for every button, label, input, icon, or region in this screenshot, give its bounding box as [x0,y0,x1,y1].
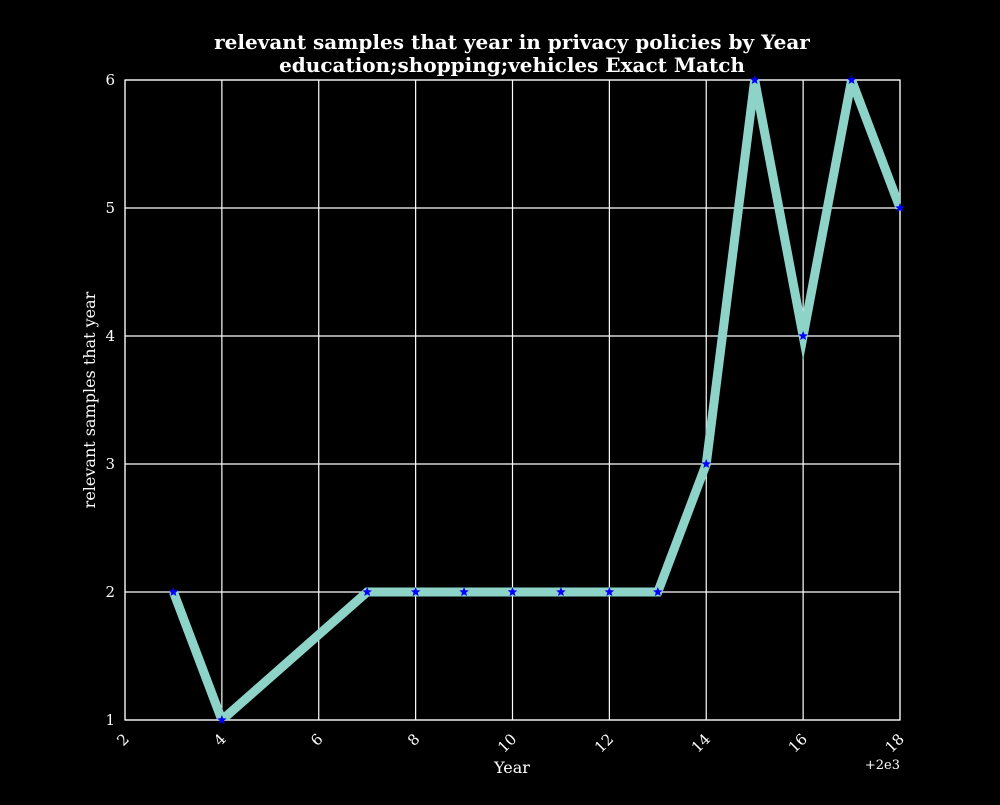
y-tick-label: 3 [105,455,115,473]
x-axis-offset-label: +2e3 [865,758,900,773]
data-point-marker [653,587,663,597]
data-point-marker [507,587,518,597]
data-point-marker [362,587,372,597]
series-line [169,80,900,720]
data-point-marker [701,459,712,469]
data-point-marker [459,587,469,597]
data-point-marker [895,203,905,213]
chart-title: relevant samples that year in privacy po… [214,30,810,54]
data-point-marker [168,587,179,597]
y-tick-label: 1 [105,711,115,729]
data-point-marker [604,587,615,597]
y-axis-label: relevant samples that year [80,291,99,508]
data-point-marker [798,331,808,341]
data-point-marker [217,715,227,725]
series-layer [168,75,905,725]
data-point-marker [846,75,857,85]
y-tick-label: 2 [105,583,115,601]
plot-frame [124,79,901,721]
y-tick-label: 5 [105,199,115,217]
chart-subtitle: education;shopping;vehicles Exact Match [279,53,745,77]
x-axis-label: Year [493,758,530,777]
y-tick-label: 4 [105,327,115,345]
data-point-marker [410,587,421,597]
data-point-marker [556,587,566,597]
grid-lines [124,79,901,721]
y-tick-label: 6 [105,71,115,89]
data-point-marker [749,75,760,85]
